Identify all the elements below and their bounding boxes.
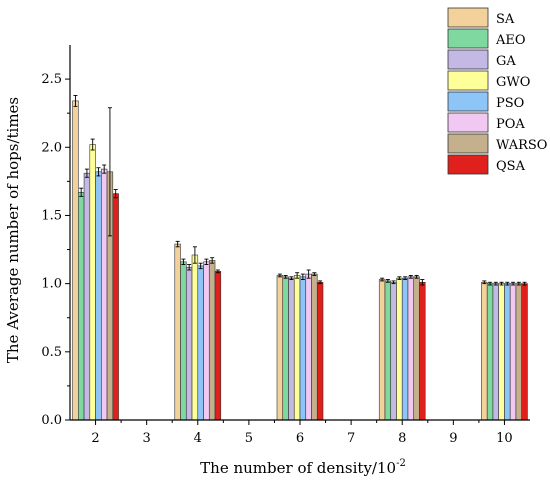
legend-swatch-ga — [447, 49, 489, 70]
x-tick-label: 6 — [296, 431, 304, 446]
legend-swatch-warso — [447, 133, 489, 154]
bar-ga — [83, 172, 91, 421]
legend-swatch-poa — [447, 112, 489, 133]
error-bars-layer — [73, 95, 527, 286]
x-tick-label: 10 — [496, 431, 513, 446]
y-tick-label: 1.5 — [41, 208, 62, 223]
x-tick-label: 5 — [245, 431, 253, 446]
bar-sa — [276, 275, 284, 421]
x-ticks: 2 3 4 5 6 7 8 9 10 — [91, 420, 513, 446]
legend-swatch-gwo — [447, 70, 489, 91]
bar-warso — [208, 260, 216, 421]
y-tick-label: 2.0 — [41, 140, 62, 155]
bar-aeo — [78, 191, 85, 421]
bar-poa — [101, 168, 108, 421]
bar-ga — [492, 283, 499, 421]
bar-gwo — [396, 277, 403, 421]
bar-qsa — [521, 283, 528, 421]
legend-label-pso: PSO — [496, 96, 524, 111]
legend-swatch-qsa — [447, 154, 489, 175]
bar-gwo — [191, 254, 199, 421]
bar-ga — [185, 266, 193, 421]
bar-ga — [288, 277, 295, 421]
bar-poa — [305, 273, 312, 421]
y-tick-label: 0.0 — [41, 413, 62, 428]
x-tick-label: 8 — [398, 431, 406, 446]
bar-sa — [174, 243, 181, 421]
x-tick-label: 4 — [194, 431, 202, 446]
bar-aeo — [384, 280, 392, 421]
x-axis-title-text: The number of density/10 — [200, 459, 396, 477]
bar-poa — [203, 261, 210, 421]
legend-swatch-pso — [447, 91, 489, 112]
bar-pso — [197, 265, 204, 421]
bar-warso — [413, 276, 420, 421]
bar-poa — [509, 283, 517, 421]
bar-gwo — [498, 283, 505, 421]
bar-gwo — [293, 275, 301, 421]
bar-pso — [299, 276, 307, 421]
y-tick-label: 1.0 — [41, 277, 62, 292]
y-ticks: 0.0 0.5 1.0 1.5 2.0 2.5 — [41, 72, 70, 428]
bar-aeo — [486, 283, 494, 421]
bar-qsa — [419, 281, 426, 421]
y-tick-label: 0.5 — [41, 345, 62, 360]
y-axis-title: The Average number of hops/times — [4, 97, 22, 363]
legend-label-qsa: QSA — [496, 159, 526, 174]
x-tick-label: 3 — [143, 431, 151, 446]
bar-gwo — [89, 144, 96, 421]
bar-pso — [504, 283, 511, 421]
bar-qsa — [112, 193, 119, 421]
legend-swatch-sa — [447, 7, 489, 28]
legend-label-aeo: AEO — [495, 33, 526, 48]
bar-sa — [378, 279, 386, 421]
bar-sa — [481, 281, 488, 421]
bar-qsa — [316, 281, 324, 421]
legend-label-warso: WARSO — [496, 138, 547, 153]
legend-label-sa: SA — [496, 12, 515, 27]
bar-poa — [407, 276, 415, 421]
x-axis-title-exponent: -2 — [396, 458, 406, 469]
x-tick-label: 2 — [91, 431, 99, 446]
x-axis-title: The number of density/10-2 — [200, 458, 406, 477]
legend-swatch-aeo — [447, 28, 489, 49]
bar-aeo — [282, 276, 289, 421]
legend-label-poa: POA — [496, 117, 525, 132]
legend-label-gwo: GWO — [496, 75, 530, 90]
bar-sa — [72, 100, 79, 421]
bar-aeo — [180, 261, 187, 421]
bar-pso — [95, 171, 102, 421]
bar-warso — [311, 273, 318, 421]
legend-label-ga: GA — [496, 54, 516, 69]
bar-ga — [390, 281, 397, 421]
bar-qsa — [214, 271, 222, 421]
x-tick-label: 7 — [347, 431, 355, 446]
legend: SA AEO GA GWO PSO POA WARSO QSA — [447, 7, 547, 175]
x-tick-label: 9 — [449, 431, 457, 446]
bar-warso — [515, 283, 522, 421]
bar-pso — [401, 277, 409, 421]
y-tick-label: 2.5 — [41, 72, 62, 87]
